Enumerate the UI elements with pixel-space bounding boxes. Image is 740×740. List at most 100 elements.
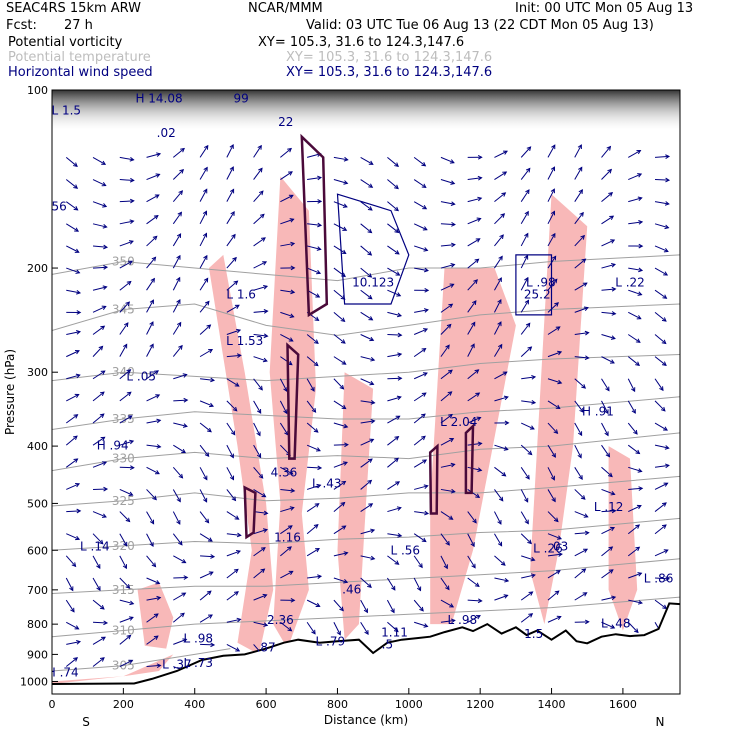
wind-arrow-head (500, 213, 506, 218)
wind-arrow (307, 245, 321, 250)
wind-arrow (520, 277, 529, 291)
wind-arrow-head (176, 519, 181, 525)
wind-arrow (547, 279, 558, 291)
wind-arrow-head (447, 391, 453, 396)
wind-arrow-head (367, 206, 373, 211)
wind-arrow (601, 569, 614, 579)
wind-arrow-head (101, 160, 107, 165)
wind-arrow-head (260, 547, 266, 552)
wind-arrow-head (605, 452, 611, 458)
wind-arrow-head (524, 497, 529, 503)
wind-arrow (146, 555, 156, 567)
wind-arrow-head (233, 280, 239, 286)
wind-arrow-head (635, 338, 641, 343)
wind-arrow (280, 194, 294, 203)
extremum-label: L .56 (390, 543, 420, 557)
wind-arrow-head (608, 569, 614, 574)
wind-speed-contour-layer (336, 193, 553, 316)
wind-arrow-head (152, 235, 158, 241)
wind-arrow (199, 571, 214, 579)
wind-arrow (413, 435, 426, 446)
wind-arrow-head (210, 377, 216, 383)
wind-arrow-head (397, 352, 403, 358)
wind-arrow-head (638, 267, 644, 273)
wind-arrow-head (103, 244, 109, 250)
wind-arrow (440, 303, 453, 313)
wind-arrow (333, 356, 346, 365)
wind-arrow (494, 371, 508, 380)
wind-arrow-head (604, 431, 609, 437)
wind-arrow (628, 599, 643, 604)
wind-arrow-head (343, 423, 349, 429)
wind-arrow-head (578, 189, 583, 194)
wind-arrow-head (476, 217, 482, 222)
wind-arrow (66, 641, 81, 645)
wind-arrow-head (477, 175, 483, 181)
wind-arrow-head (315, 602, 321, 608)
wind-arrow-head (151, 562, 157, 568)
wind-arrow-head (208, 348, 214, 354)
wind-arrow-head (317, 465, 323, 471)
wind-arrow (253, 261, 267, 269)
wind-arrow-head (289, 506, 295, 511)
wind-arrow (547, 590, 560, 601)
x-tick-label: 0 (49, 698, 56, 711)
extremum-label: 22 (278, 115, 293, 129)
wind-arrow (627, 621, 639, 633)
wind-arrow (333, 245, 346, 254)
wind-arrow-head (256, 408, 262, 414)
extremum-label: H .91 (582, 404, 614, 418)
wind-arrow-head (475, 238, 481, 243)
wind-arrow-head (443, 564, 448, 570)
wind-arrow (253, 400, 262, 414)
wind-arrow-head (288, 171, 293, 176)
wind-arrow (226, 304, 240, 313)
wind-arrow (280, 289, 295, 293)
wind-arrow (413, 599, 424, 612)
wind-arrow (92, 636, 106, 645)
wind-arrow (280, 621, 292, 632)
wind-arrow (440, 533, 450, 546)
y-tick-label: 900 (27, 648, 48, 661)
wind-arrow (199, 489, 208, 503)
wind-arrow-head (550, 475, 555, 481)
wind-arrow (92, 305, 106, 313)
wind-arrow (413, 201, 427, 210)
wind-arrow (172, 277, 181, 291)
y-tick-label: 500 (27, 497, 48, 510)
wind-arrow-head (476, 615, 481, 620)
wind-arrow-head (287, 147, 292, 153)
wind-arrow (119, 240, 134, 247)
wind-arrow (627, 546, 640, 557)
wind-arrow (146, 511, 155, 524)
wind-arrow (574, 378, 586, 389)
wind-arrow-head (262, 357, 268, 363)
wind-arrow-head (661, 339, 667, 345)
wind-arrow-head (527, 539, 532, 545)
wind-arrow-head (262, 261, 268, 266)
wind-arrow (654, 599, 667, 609)
wind-arrow-head (605, 386, 610, 392)
wind-arrow-head (368, 160, 374, 165)
wind-arrow-head (283, 409, 288, 415)
wind-arrow-head (367, 294, 373, 300)
wind-arrow-head (635, 524, 641, 529)
wind-arrow (601, 488, 615, 495)
wind-arrow-head (551, 144, 556, 150)
wind-arrow (306, 524, 319, 535)
wind-arrow (601, 146, 611, 158)
wind-arrow (413, 179, 427, 188)
wind-arrow-head (582, 282, 588, 287)
wind-arrow-head (156, 444, 162, 449)
wind-arrow-head (128, 240, 134, 245)
wind-arrow-head (636, 504, 642, 510)
wind-arrow (199, 211, 207, 225)
wind-arrow (146, 597, 161, 601)
wind-arrow (65, 157, 78, 167)
wind-arrow-head (474, 369, 480, 374)
wind-arrow (494, 150, 508, 158)
wind-arrow-head (531, 374, 537, 380)
wind-arrow (279, 422, 289, 436)
wind-arrow-head (448, 515, 454, 520)
